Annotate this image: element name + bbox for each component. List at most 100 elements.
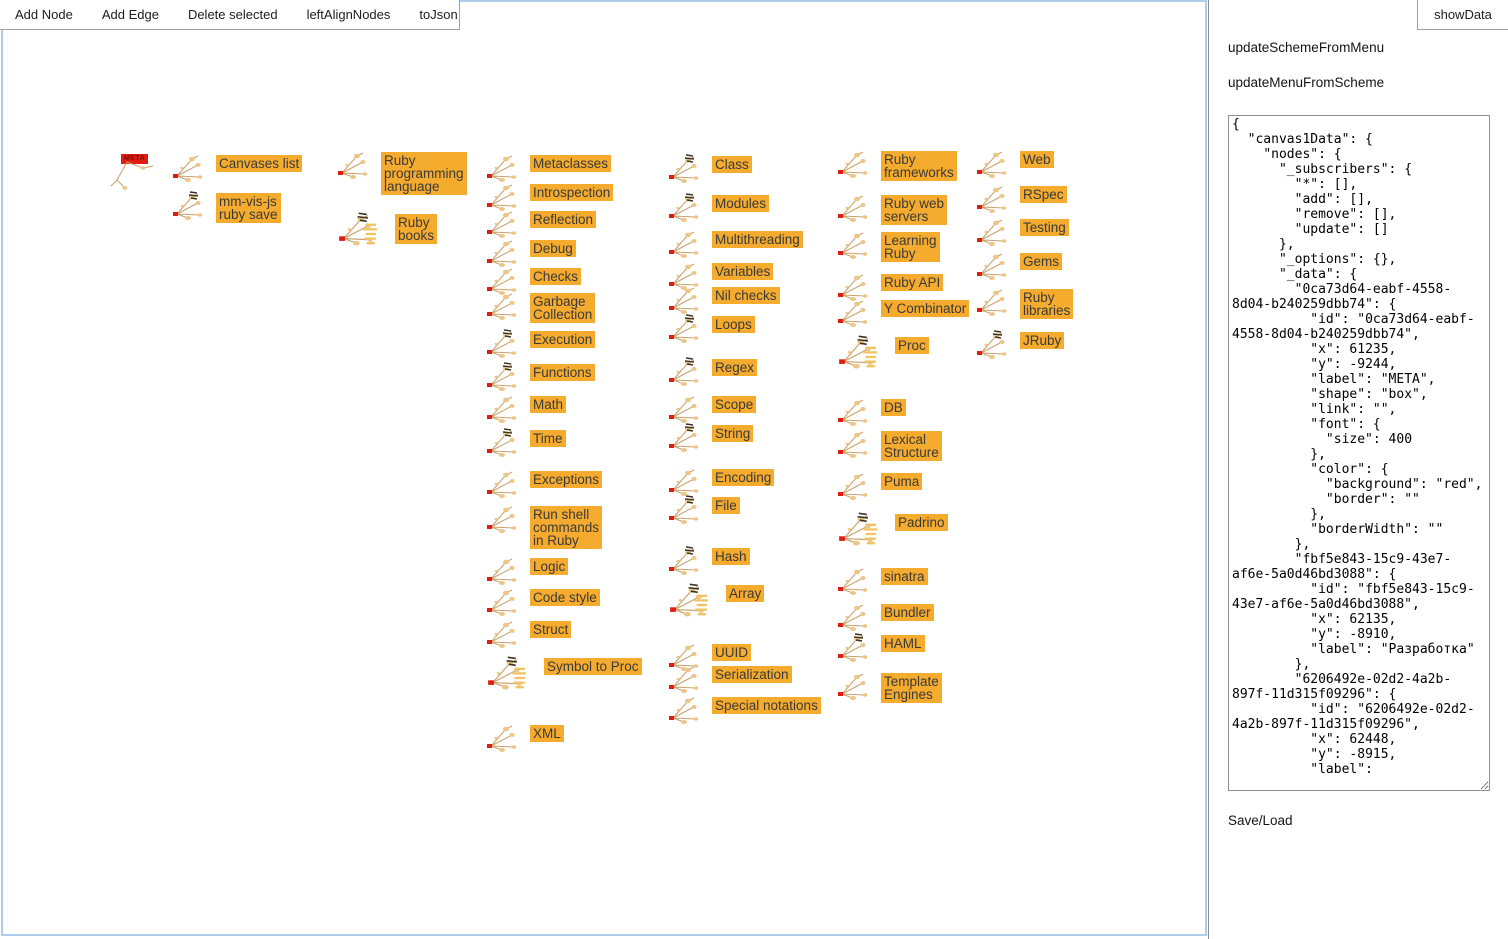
graph-node-ruby-programming-language[interactable]: Ruby programming language [335,149,467,195]
graph-node-exceptions[interactable]: Exceptions [484,468,603,502]
graph-node-learning-ruby[interactable]: Learning Ruby [835,229,940,263]
graph-cluster-icon [487,589,517,616]
graph-cluster-icon [487,506,517,533]
graph-node-introspection[interactable]: Introspection [484,181,614,215]
node-label: Ruby API [881,274,944,291]
node-label: Ruby books [395,214,438,244]
graph-node-variables[interactable]: Variables [666,260,774,294]
graph-node-symbol-to-proc[interactable]: Symbol to Proc [484,655,642,701]
node-label: XML [530,725,564,742]
graph-node-puma[interactable]: Puma [835,470,923,504]
graph-node-sinatra[interactable]: sinatra [835,565,928,599]
graph-node-nil-checks[interactable]: Nil checks [666,284,780,318]
graph-cluster-icon [977,253,1007,280]
graph-node-gems[interactable]: Gems [974,250,1063,284]
graph-node-ruby-books[interactable]: Ruby books [335,211,438,257]
graph-node-functions[interactable]: Functions [484,361,595,395]
graph-node-padrino[interactable]: Padrino [835,511,948,557]
graph-node-loops[interactable]: Loops [666,313,755,347]
graph-cluster-icon [669,287,699,314]
graph-node-scope[interactable]: Scope [666,393,757,427]
graph-node-checks[interactable]: Checks [484,265,582,299]
graph-node-metaclasses[interactable]: Metaclasses [484,152,612,186]
graph-node-ruby-frameworks[interactable]: Ruby frameworks [835,148,957,182]
graph-node-web[interactable]: Web [974,148,1054,182]
node-label: Metaclasses [530,155,612,172]
graph-node-execution[interactable]: Execution [484,328,596,362]
graph-node-debug[interactable]: Debug [484,237,576,271]
graph-node-uuid[interactable]: UUID [666,641,751,675]
graph-node-regex[interactable]: Regex [666,356,758,390]
graph-node-ruby-api[interactable]: Ruby API [835,271,944,305]
graph-node-modules[interactable]: Modules [666,192,770,226]
node-label: Gems [1020,253,1063,270]
node-label: mm-vis-js ruby save [216,193,281,223]
graph-node-reflection[interactable]: Reflection [484,208,597,242]
graph-node-haml[interactable]: HAML [835,632,925,666]
graph-node-math[interactable]: Math [484,393,567,427]
graph-node-template-engines[interactable]: Template Engines [835,670,942,704]
update-menu-from-scheme-button[interactable]: updateMenuFromScheme [1228,75,1385,90]
graph-node-mm-vis-js-ruby-save[interactable]: mm-vis-js ruby save [170,190,281,224]
graph-node-bundler[interactable]: Bundler [835,601,934,635]
graph-node-ruby-libraries[interactable]: Ruby libraries [974,286,1074,320]
update-scheme-from-menu-button[interactable]: updateSchemeFromMenu [1228,40,1385,55]
node-label: Introspection [530,184,614,201]
graph-node-serialization[interactable]: Serialization [666,663,792,697]
graph-cluster-icon [669,666,699,693]
graph-node-multithreading[interactable]: Multithreading [666,228,803,262]
graph-node-code-style[interactable]: Code style [484,586,600,620]
graph-canvas[interactable]: Canvases list mm-vis-js ruby save Ruby pro… [1,0,1207,936]
leftalignnodes-button[interactable]: leftAlignNodes [306,7,391,22]
graph-node-canvases-list[interactable]: Canvases list [170,152,303,186]
toolbar: Add Node Add Edge Delete selected leftAlign… [0,0,460,30]
graph-node-ruby-web-servers[interactable]: Ruby web servers [835,192,948,226]
node-label: Proc [895,337,929,354]
graph-node-garbage-collection[interactable]: Garbage Collection [484,290,596,324]
graph-cluster-icon [487,240,517,267]
graph-node-encoding[interactable]: Encoding [666,466,775,500]
graph-node-class[interactable]: Class [666,153,752,187]
graph-cluster-icon [977,151,1007,178]
graph-node-testing[interactable]: Testing [974,216,1069,250]
graph-node-struct[interactable]: Struct [484,618,572,652]
graph-cluster-icon [977,219,1007,246]
show-data-button[interactable]: showData [1417,0,1508,30]
graph-cluster-icon [838,274,868,301]
add-node-button[interactable]: Add Node [15,7,73,22]
canvas-data-textarea[interactable]: { "canvas1Data": { "nodes": { "_subscrib… [1228,115,1490,791]
graph-cluster-icon [669,697,699,724]
graph-cluster-icon [669,154,699,183]
tojson-button[interactable]: toJson [419,7,458,22]
graph-node-array[interactable]: Array [666,582,765,628]
graph-node-proc[interactable]: Proc [835,334,929,380]
graph-node-meta[interactable]: META [121,154,149,164]
delete-selected-button[interactable]: Delete selected [187,7,278,22]
add-edge-button[interactable]: Add Edge [101,7,159,22]
graph-cluster-icon [977,330,1007,359]
graph-node-time[interactable]: Time [484,427,566,461]
graph-node-hash[interactable]: Hash [666,545,750,579]
graph-node-jruby[interactable]: JRuby [974,329,1065,363]
node-label: Padrino [895,514,948,531]
graph-node-special-notations[interactable]: Special notations [666,694,821,728]
graph-cluster-icon [173,155,203,182]
graph-cluster-icon [487,725,517,752]
graph-node-run-shell-commands-in-ruby[interactable]: Run shell commands in Ruby [484,503,603,549]
graph-cluster-icon [838,604,868,631]
graph-node-string[interactable]: String [666,422,754,456]
graph-cluster-icon [487,558,517,585]
node-label: Struct [530,621,572,638]
graph-node-logic[interactable]: Logic [484,555,569,589]
graph-cluster-icon [487,428,517,457]
graph-cluster-icon [339,212,378,246]
graph-node-lexical-structure[interactable]: Lexical Structure [835,428,942,462]
node-label: Web [1020,151,1054,168]
graph-node-file[interactable]: File [666,494,740,528]
graph-node-rspec[interactable]: RSpec [974,183,1067,217]
node-label: Encoding [712,469,775,486]
graph-node-y-combinator[interactable]: Y Combinator [835,297,970,331]
graph-node-db[interactable]: DB [835,396,906,430]
graph-node-xml[interactable]: XML [484,722,564,756]
graph-cluster-icon [487,184,517,211]
